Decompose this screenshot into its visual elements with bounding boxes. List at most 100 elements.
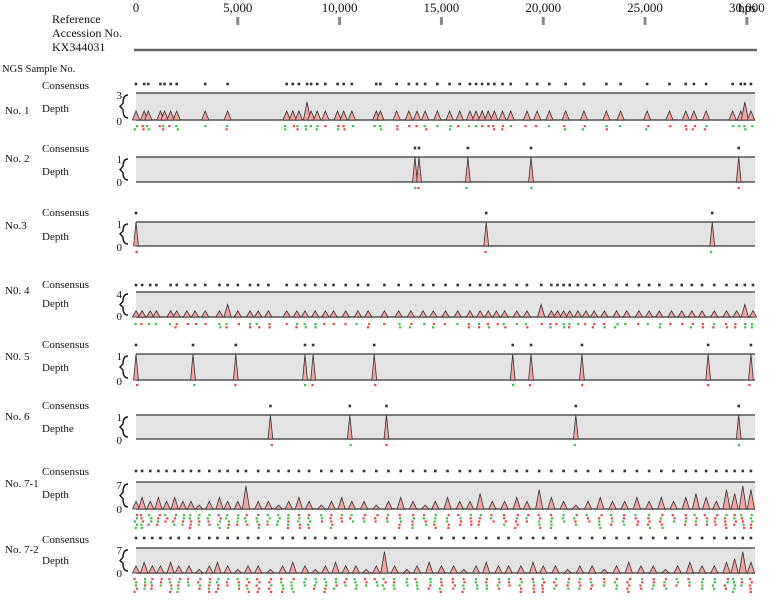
variant-dot — [675, 578, 678, 581]
variant-dot — [429, 578, 432, 581]
coverage-peak — [506, 109, 515, 121]
variant-dot — [573, 444, 576, 447]
variant-dot — [585, 514, 588, 517]
consensus-mark — [191, 343, 195, 347]
variant-dot — [610, 514, 613, 517]
variant-dot — [563, 125, 566, 128]
variant-dot — [181, 523, 184, 526]
coverage-peak — [166, 561, 175, 574]
consensus-mark — [503, 283, 506, 287]
variant-dot — [298, 517, 301, 520]
variant-dot — [438, 587, 442, 590]
variant-dot — [246, 578, 249, 581]
variant-dot — [237, 514, 240, 517]
variant-dot — [639, 584, 642, 587]
variant-dot — [349, 517, 352, 520]
consensus-mark — [706, 343, 710, 347]
variant-dot — [423, 125, 426, 128]
variant-dot — [303, 323, 306, 326]
variant-dot — [150, 520, 153, 523]
variant-dot — [453, 584, 457, 587]
depth-min-tick: 0 — [117, 568, 123, 580]
variant-dot — [349, 444, 352, 447]
coverage-peak — [331, 561, 340, 574]
variant-dot — [439, 578, 443, 581]
coverage-peak — [644, 309, 654, 318]
variant-dot — [143, 578, 147, 581]
coverage-peak — [294, 109, 304, 121]
coverage-peak — [624, 561, 633, 574]
variant-dot — [141, 125, 144, 128]
consensus-mark — [657, 283, 661, 287]
coverage-peak — [537, 303, 546, 318]
coverage-tracks — [119, 82, 758, 593]
variant-dot — [661, 526, 664, 529]
coverage-peak — [310, 568, 320, 574]
variant-dot — [248, 326, 252, 329]
coverage-peak — [563, 568, 573, 574]
coverage-peak — [205, 564, 214, 574]
consensus-mark — [503, 469, 506, 473]
variant-dot — [315, 128, 318, 131]
coverage-peak — [740, 303, 749, 318]
coverage-peak — [665, 109, 674, 121]
variant-dot — [533, 590, 536, 593]
variant-dot — [226, 125, 229, 128]
variant-dot — [514, 520, 518, 523]
variant-dot — [219, 326, 222, 329]
reference-header: Reference Accession No. KX344031 — [52, 12, 122, 54]
variant-dot — [693, 514, 696, 517]
variant-dot — [140, 523, 143, 526]
coverage-peak — [705, 353, 712, 381]
coverage-peak — [341, 564, 350, 574]
coverage-peak — [412, 156, 418, 183]
consensus-mark — [374, 536, 378, 540]
variant-dot — [382, 578, 385, 581]
consensus-mark — [226, 82, 229, 86]
variant-dot — [661, 514, 664, 517]
coverage-peak — [431, 500, 440, 510]
variant-dot — [514, 526, 517, 529]
scale-tick-label: 30,000 — [729, 0, 765, 15]
sample-track: Consensus No.3 Depth 1 0 — [5, 207, 123, 254]
variant-dot — [376, 584, 379, 587]
variant-dot — [713, 323, 716, 326]
variant-dot — [701, 578, 705, 581]
variant-dot — [628, 578, 632, 581]
variant-dot — [465, 187, 468, 190]
variant-dot — [155, 523, 159, 526]
depth-label: Depth — [42, 298, 69, 310]
consensus-mark — [619, 82, 622, 86]
variant-dot — [723, 584, 727, 587]
variant-dot — [292, 125, 296, 128]
variant-dot — [476, 584, 479, 587]
consensus-mark — [474, 82, 478, 86]
variant-dot — [331, 523, 334, 526]
variant-dot — [225, 128, 228, 131]
variant-dot — [164, 514, 167, 517]
consensus-mark — [436, 82, 439, 86]
consensus-mark — [578, 536, 582, 540]
consensus-mark — [712, 536, 716, 540]
variant-dot — [309, 125, 312, 128]
coverage-peak — [477, 109, 487, 121]
variant-dot — [652, 578, 655, 581]
variant-dot — [423, 323, 426, 326]
variant-dot — [199, 578, 202, 581]
variant-dot — [648, 520, 651, 523]
variant-dot — [663, 581, 666, 584]
variant-dot — [160, 578, 163, 581]
variant-dot — [652, 584, 655, 587]
variant-dot — [303, 384, 307, 387]
variant-dot — [181, 520, 185, 523]
variant-dot — [710, 251, 713, 254]
variant-dot — [187, 578, 190, 581]
consensus-label: Consensus — [42, 534, 89, 546]
variant-dot — [256, 520, 259, 523]
variant-dot — [312, 587, 316, 590]
consensus-mark — [395, 82, 398, 86]
coverage-peak — [288, 561, 297, 574]
consensus-mark — [725, 469, 728, 473]
consensus-mark — [584, 283, 588, 287]
variant-dot — [170, 587, 173, 590]
